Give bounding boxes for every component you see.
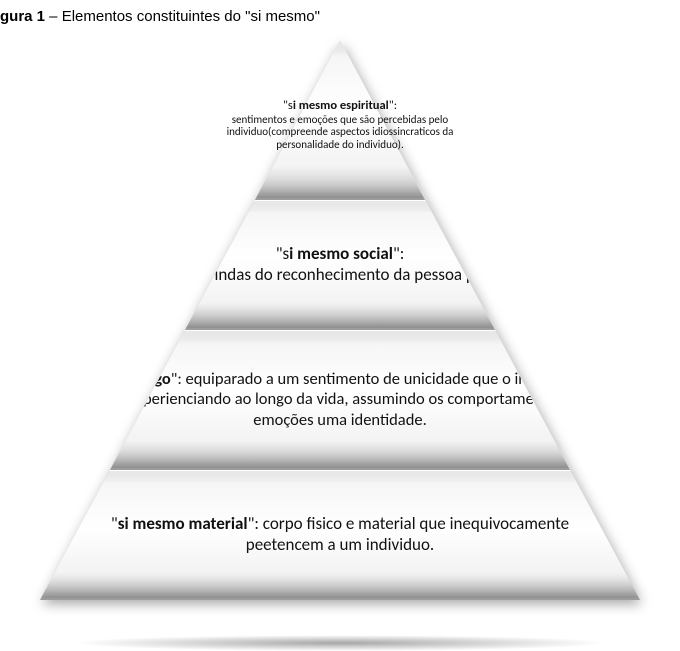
tier-social-header-suffix: ": [393, 243, 404, 264]
figure-caption: gura 1 – Elementos constituintes do "si … [0, 8, 320, 25]
tier-material-header-suffix: ": [248, 513, 263, 534]
caption-rest: – Elementos constituintes do "si mesmo" [45, 8, 320, 25]
tier-espiritual-header-bold: i mesmo espiritual [293, 98, 389, 113]
tier-puro-ego-header-suffix: ": [171, 369, 186, 389]
tier-material-header-bold: si mesmo material [118, 513, 248, 534]
pyramid-base-shadow [70, 635, 610, 651]
tier-material: "si mesmo material": corpo fisico e mate… [40, 470, 640, 600]
tier-espiritual-header-prefix: "s [283, 98, 293, 113]
tier-social-header-prefix: "s [276, 243, 289, 264]
tier-espiritual-text: "si mesmo espiritual": sentimentos e emo… [220, 98, 460, 151]
tier-material-body: corpo fisico e material que inequivocame… [246, 513, 569, 555]
tier-espiritual-header: "si mesmo espiritual": [220, 98, 460, 113]
pyramid-diagram: "si mesmo espiritual": sentimentos e emo… [40, 40, 640, 600]
tier-material-text: "si mesmo material": corpo fisico e mate… [100, 514, 580, 555]
tier-espiritual-body: sentimentos e emoções que são percebidas… [220, 114, 460, 151]
tier-material-header-prefix: " [111, 513, 118, 534]
tier-puro-ego-text: "puro ego": equiparado a um sentimento d… [100, 369, 580, 429]
caption-bold: gura 1 [0, 8, 45, 25]
tier-espiritual-header-suffix: ": [389, 98, 397, 113]
tier-social-header-bold: i mesmo social [289, 243, 393, 264]
